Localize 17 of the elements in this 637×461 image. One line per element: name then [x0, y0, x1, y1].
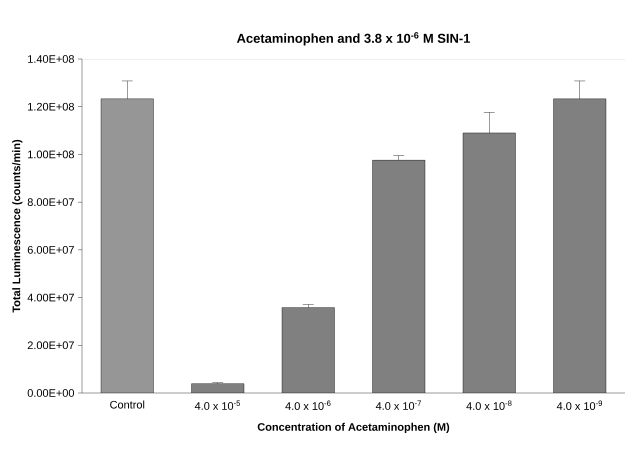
y-axis-title: Total Luminescence (counts/min) — [12, 140, 22, 313]
y-tick-label: 1.20E+08 — [28, 102, 74, 111]
x-axis-title: Concentration of Acetaminophen (M) — [258, 422, 450, 433]
x-tick-label: 4.0 x 10$^{-6}$ — [285, 400, 331, 410]
y-tick-label: 4.00E+07 — [28, 294, 74, 302]
x-tick-label: 4.0 x 10$^{-5}$ — [194, 400, 240, 410]
y-tick-label: 2.00E+07 — [28, 341, 74, 350]
y-tick-label: 8.00E+07 — [28, 198, 74, 206]
chart-title: Acetaminophen and 3.8 x 10$^{-6}$ M SIN-1 — [236, 32, 470, 46]
x-tick-label: 4.0 x 10$^{-8}$ — [466, 400, 512, 410]
x-tick-label: 4.0 x 10$^{-9}$ — [556, 400, 602, 410]
y-tick-label: 1.00E+08 — [28, 150, 74, 158]
y-tick-label: 1.40E+08 — [28, 55, 74, 63]
x-tick-label: 4.0 x 10$^{-7}$ — [376, 400, 422, 410]
y-tick-label: 0.00E+00 — [28, 389, 74, 397]
y-tick-label: 6.00E+07 — [28, 246, 74, 254]
x-tick-label: Control — [110, 400, 144, 409]
